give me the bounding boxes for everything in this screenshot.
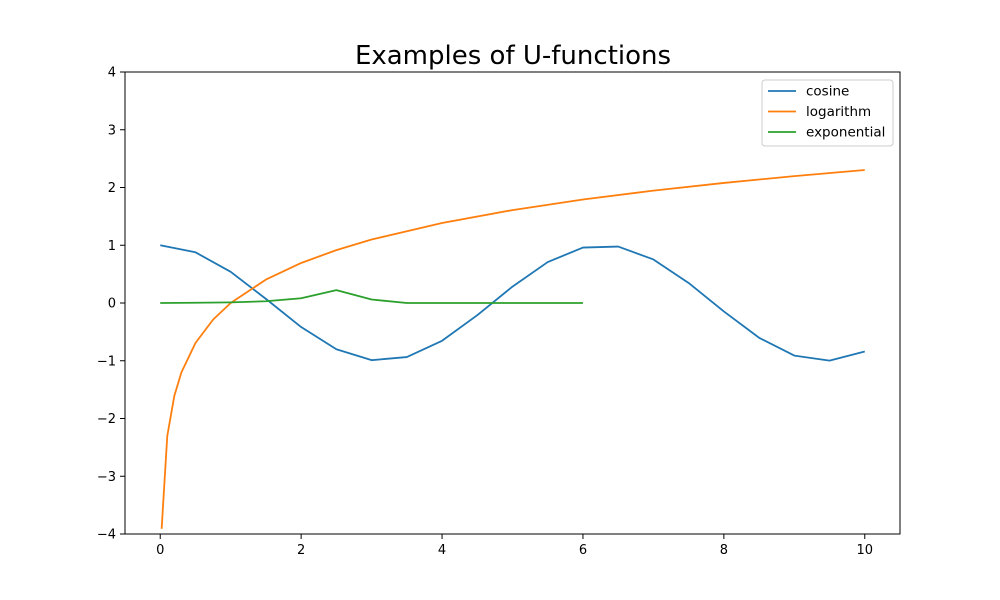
series-layer bbox=[160, 169, 865, 529]
series-line-exponential bbox=[160, 289, 583, 304]
y-tick-label: 1 bbox=[108, 239, 116, 254]
y-tick-label: 2 bbox=[108, 181, 116, 196]
chart-title: Examples of U-functions bbox=[355, 41, 671, 71]
y-axis: −4 −3 −2 −1 0 1 2 3 4 bbox=[97, 66, 125, 543]
x-tick-label: 0 bbox=[156, 543, 164, 558]
legend-label-cosine: cosine bbox=[806, 84, 849, 100]
x-tick-label: 4 bbox=[438, 543, 446, 558]
legend-label-exponential: exponential bbox=[806, 125, 885, 141]
legend-label-logarithm: logarithm bbox=[806, 104, 871, 120]
y-tick-label: −3 bbox=[97, 470, 116, 485]
x-tick-label: 8 bbox=[720, 543, 728, 558]
y-tick-label: −2 bbox=[97, 412, 116, 427]
y-tick-label: −4 bbox=[97, 528, 116, 543]
x-tick-label: 6 bbox=[579, 543, 587, 558]
y-tick-label: 3 bbox=[108, 123, 116, 138]
x-tick-label: 10 bbox=[856, 543, 873, 558]
y-tick-label: 4 bbox=[108, 66, 116, 81]
legend: cosine logarithm exponential bbox=[761, 79, 894, 147]
series-line-cosine bbox=[160, 244, 865, 362]
y-tick-label: 0 bbox=[108, 297, 116, 312]
series-line-logarithm bbox=[160, 169, 865, 529]
y-tick-label: −1 bbox=[97, 354, 116, 369]
x-axis: 0 2 4 6 8 10 bbox=[156, 534, 873, 558]
legend-box bbox=[761, 79, 894, 147]
x-tick-label: 2 bbox=[297, 543, 305, 558]
